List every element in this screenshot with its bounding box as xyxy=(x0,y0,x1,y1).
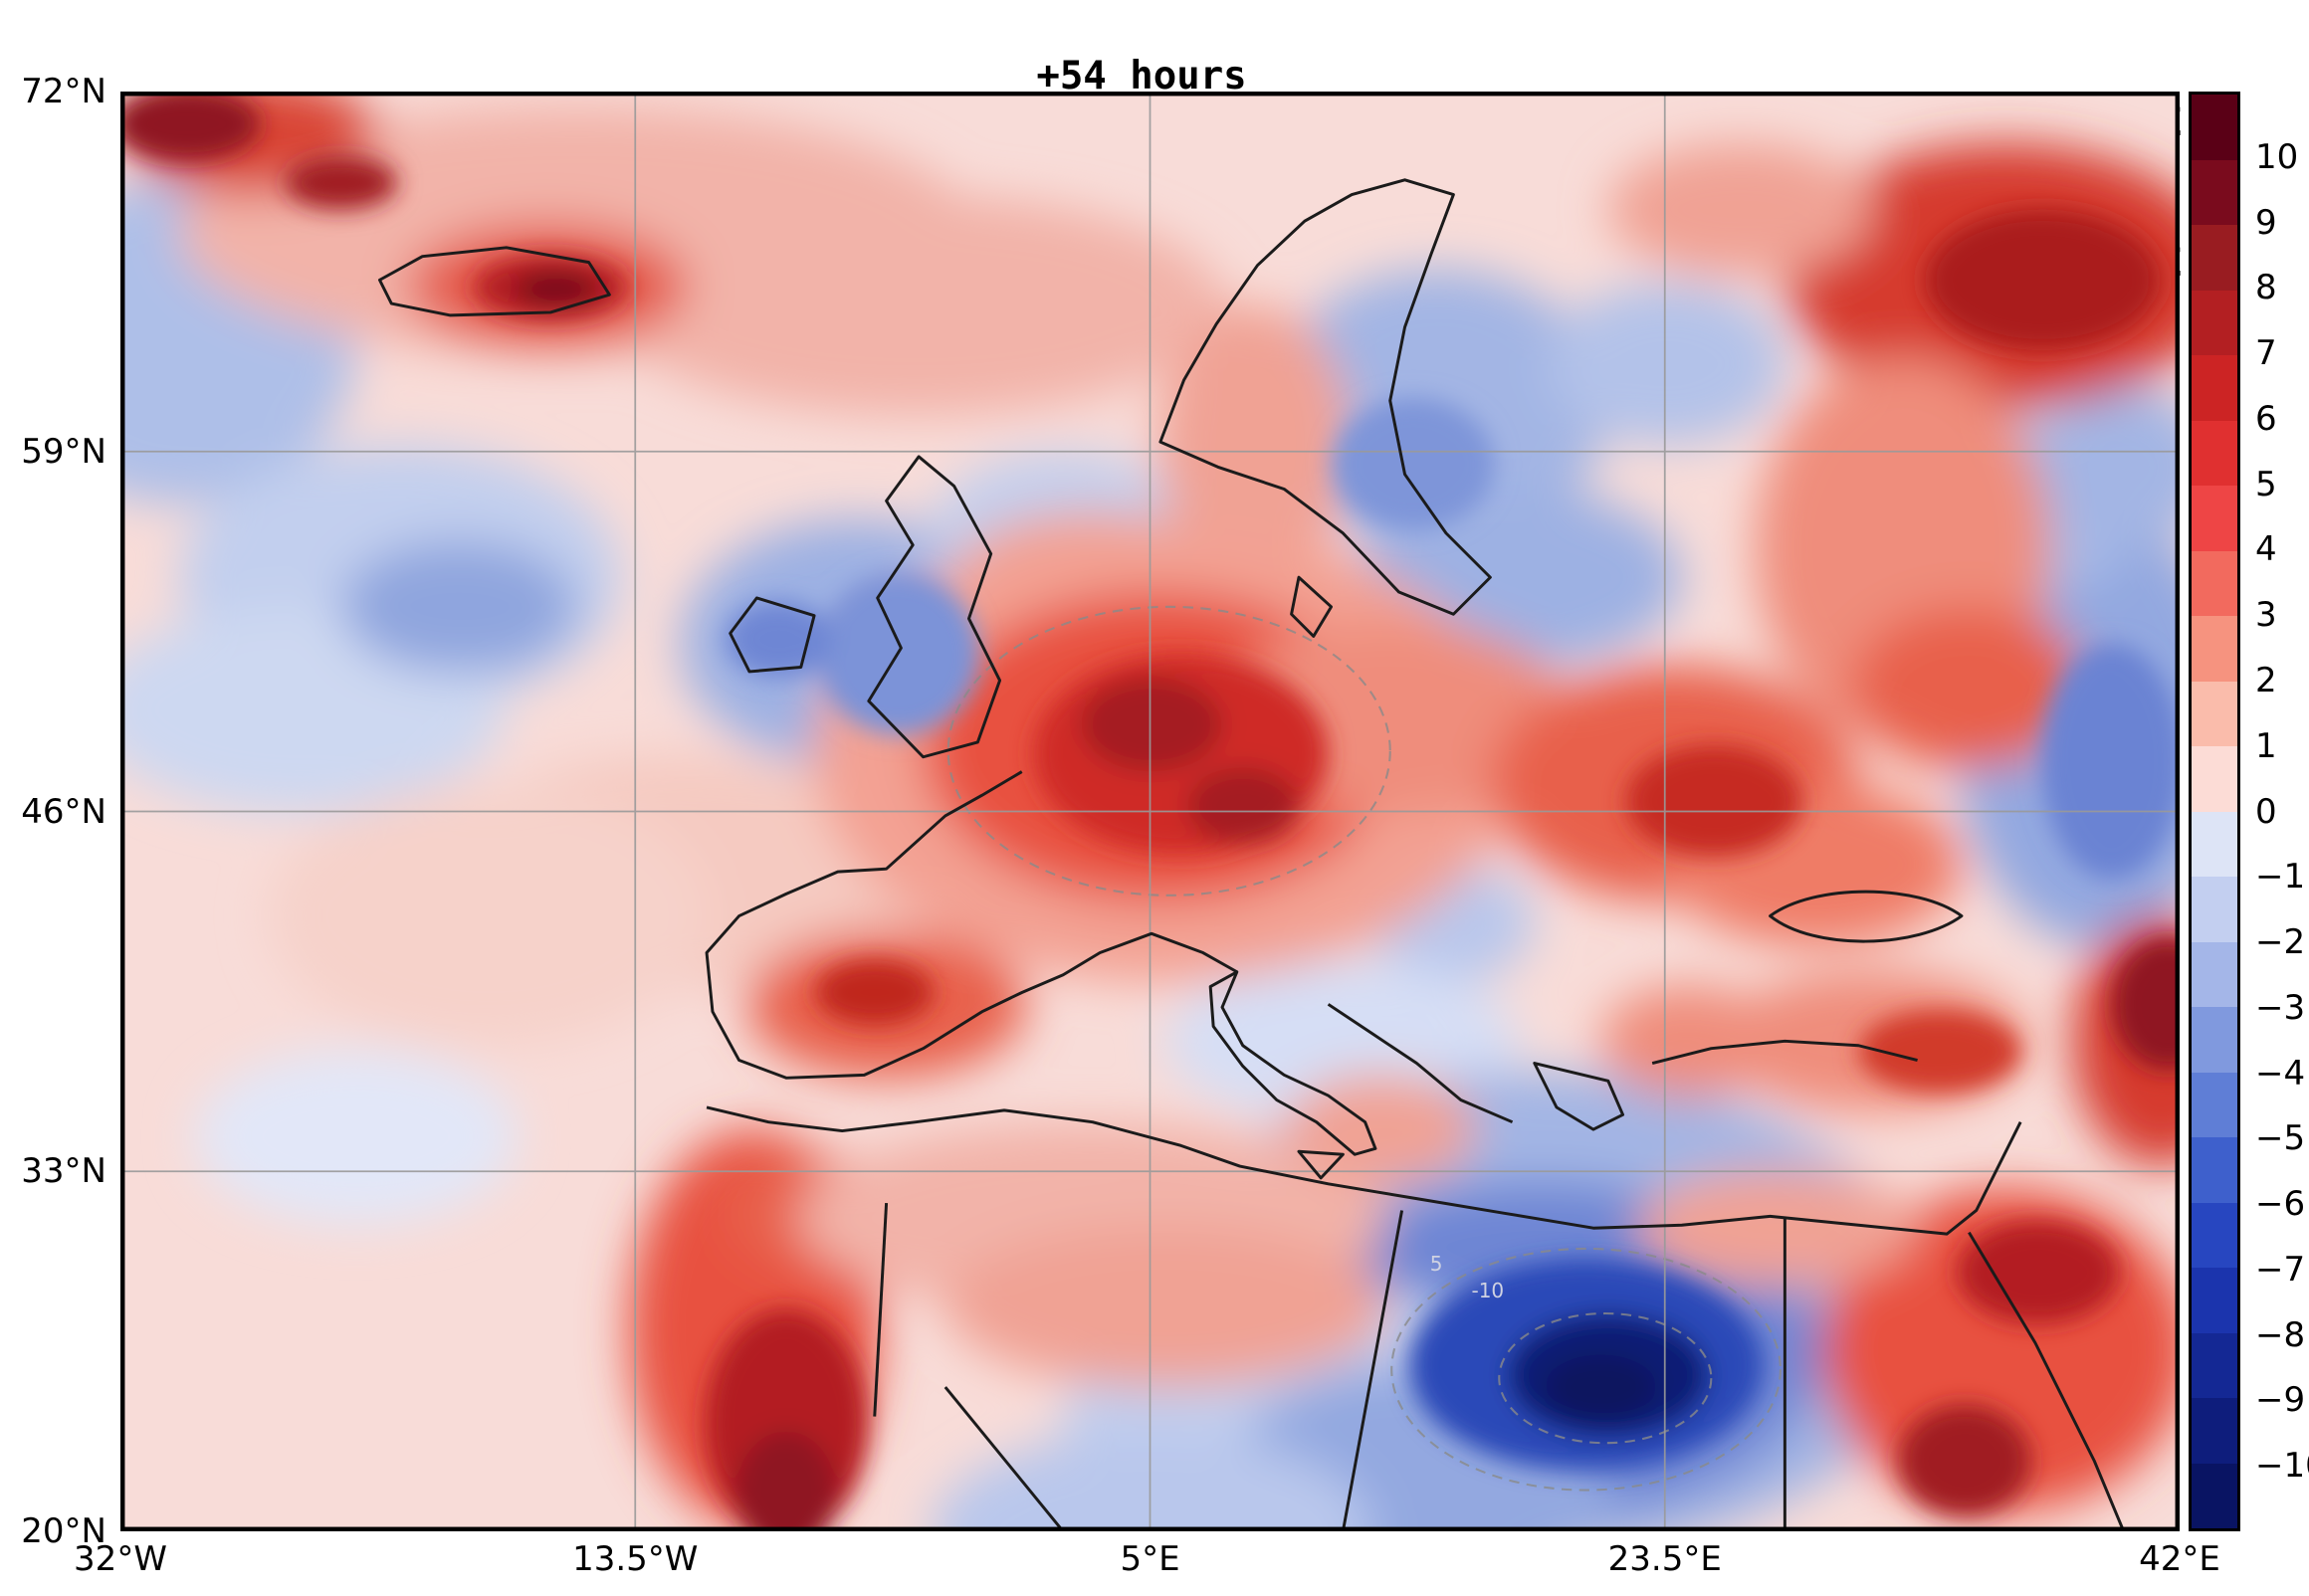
temperature-difference-map xyxy=(120,92,2180,1531)
colorbar-segment xyxy=(2192,616,2237,682)
lat-tick-label: 72°N xyxy=(21,72,106,111)
colorbar-segment xyxy=(2192,225,2237,291)
colorbar xyxy=(2189,92,2240,1531)
colorbar-segment xyxy=(2192,811,2237,877)
colorbar-segment xyxy=(2192,1268,2237,1333)
colorbar-tick-label: 5 xyxy=(2255,464,2277,504)
colorbar-segment xyxy=(2192,1398,2237,1464)
colorbar-segment xyxy=(2192,877,2237,942)
colorbar-segment xyxy=(2192,681,2237,746)
colorbar-segment xyxy=(2192,1332,2237,1398)
lon-tick-label: 5°E xyxy=(1120,1539,1180,1579)
colorbar-segment xyxy=(2192,159,2237,225)
contour-value-label: -10 xyxy=(1471,1279,1505,1303)
colorbar-segment xyxy=(2192,1007,2237,1073)
map-border xyxy=(120,92,2180,1531)
colorbar-segment xyxy=(2192,550,2237,616)
contour-value-label: 5 xyxy=(1429,1251,1443,1276)
colorbar-tick-label: 9 xyxy=(2255,202,2277,243)
colorbar-segment xyxy=(2192,290,2237,355)
lat-tick-label: 20°N xyxy=(21,1511,106,1551)
colorbar-tick-label: −4 xyxy=(2255,1053,2306,1094)
contour-lines xyxy=(946,605,1782,1492)
coastlines xyxy=(377,178,2126,1531)
colorbar-tick-label: 8 xyxy=(2255,268,2277,308)
lon-tick-label: 42°E xyxy=(2139,1539,2220,1579)
lat-tick-label: 33°N xyxy=(21,1151,106,1192)
colorbar-tick-label: 4 xyxy=(2255,529,2277,570)
colorbar-tick-label: −3 xyxy=(2255,987,2306,1028)
lat-tick-label: 46°N xyxy=(21,791,106,832)
lead-time-label: +54 hours xyxy=(1036,54,1247,99)
colorbar-tick-label: 6 xyxy=(2255,398,2277,439)
colorbar-segment xyxy=(2192,355,2237,421)
colorbar-tick-label: −9 xyxy=(2255,1380,2306,1421)
graticule xyxy=(120,92,2180,1531)
colorbar-tick-label: −2 xyxy=(2255,922,2306,963)
map-frame: 72°N 59°N 46°N 33°N 20°N 32°W 13.5°W 5°E 23.5°E… xyxy=(21,72,2220,1579)
lon-tick-label: 32°W xyxy=(74,1539,167,1579)
colorbar-tick-label: −1 xyxy=(2255,857,2306,898)
colorbar-tick-label: 10 xyxy=(2255,136,2299,177)
colorbar-segment xyxy=(2192,486,2237,551)
colorbar-tick-label: −10 xyxy=(2255,1446,2309,1487)
lat-tick-label: 59°N xyxy=(21,431,106,472)
lon-tick-label: 23.5°E xyxy=(1607,1539,1722,1579)
colorbar-segment xyxy=(2192,746,2237,812)
colorbar-segment xyxy=(2192,941,2237,1007)
colorbar-tick-label: −7 xyxy=(2255,1249,2306,1290)
colorbar-tick-label: −6 xyxy=(2255,1184,2306,1225)
temperature-anomaly-cores xyxy=(120,92,2180,1531)
colorbar-tick-label: 0 xyxy=(2255,791,2277,832)
lon-tick-label: 13.5°W xyxy=(572,1539,699,1579)
colorbar-tick-label: 7 xyxy=(2255,333,2277,374)
colorbar-segment xyxy=(2192,420,2237,486)
colorbar-tick-label: 2 xyxy=(2255,660,2277,700)
colorbar-tick-label: 3 xyxy=(2255,595,2277,636)
colorbar-segment xyxy=(2192,95,2237,160)
colorbar-tick-label: −5 xyxy=(2255,1118,2306,1159)
colorbar-tick-label: −8 xyxy=(2255,1314,2306,1355)
colorbar-tick-label: 1 xyxy=(2255,725,2277,766)
colorbar-segment xyxy=(2192,1137,2237,1203)
colorbar-segment xyxy=(2192,1202,2237,1268)
colorbar-segment xyxy=(2192,1463,2237,1528)
colorbar-segment xyxy=(2192,1072,2237,1137)
